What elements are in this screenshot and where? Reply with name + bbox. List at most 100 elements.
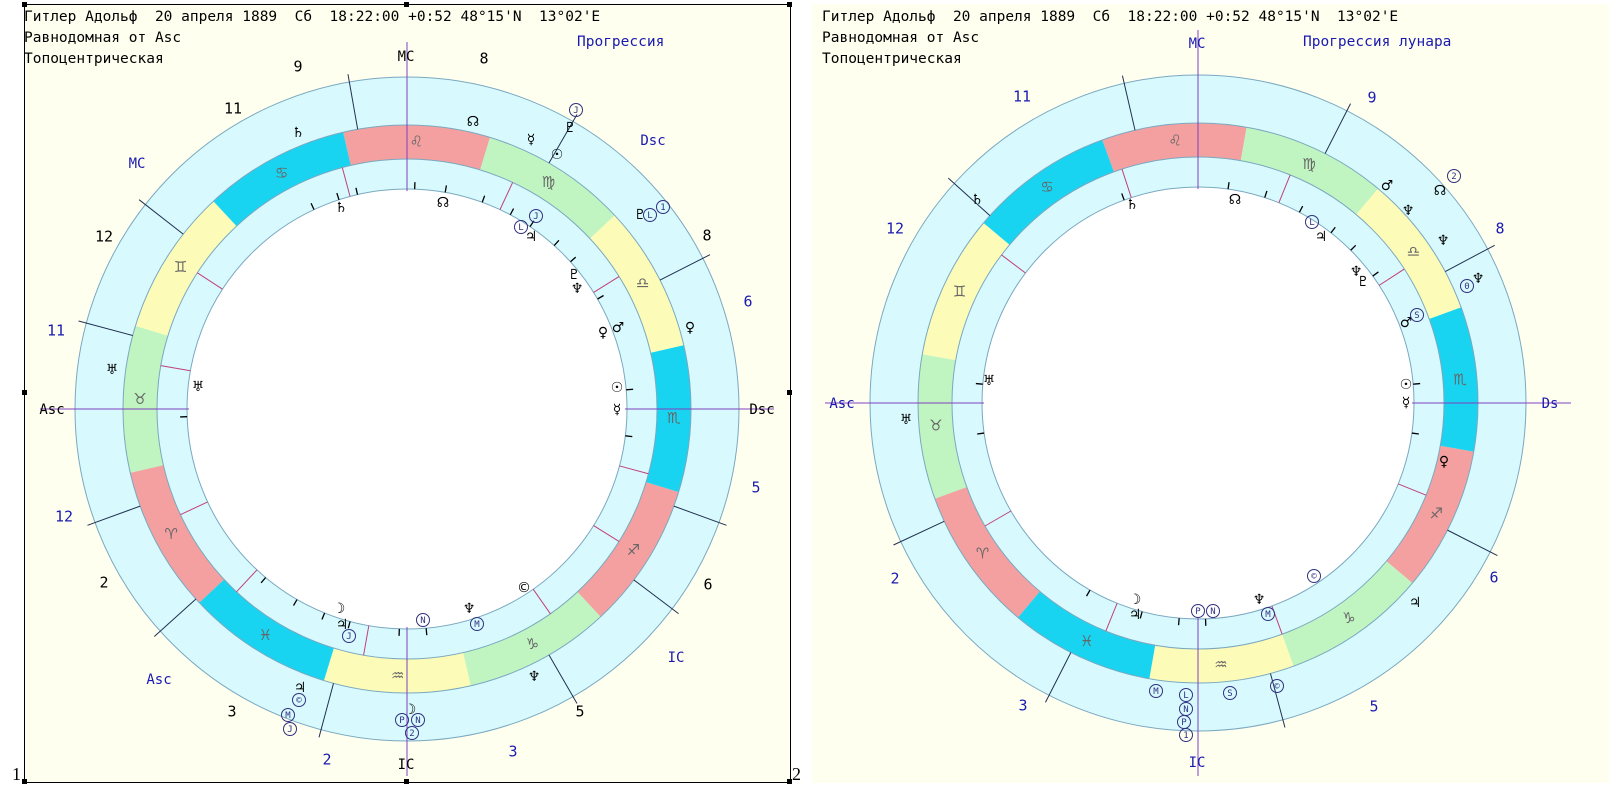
planet-marker-label: J [346, 632, 351, 642]
resize-handle[interactable] [787, 390, 792, 395]
header-line-2: Равнодомная от Asc [24, 30, 182, 46]
house-cusp-line [1378, 268, 1405, 286]
zodiac-sign-segment [1240, 127, 1378, 215]
zodiac-sign-segment [480, 137, 615, 239]
zodiac-sign-glyph: ♍ [1302, 155, 1315, 173]
planet-tick [292, 599, 298, 606]
house-number: 12 [95, 228, 113, 246]
planet-glyph: ♇ [1357, 274, 1370, 290]
chart-wheel-1: ♌ ♋ ♊ ♉ ♈ ♓ ♒ ♑ ♐ ♏ ♎ ♍ Asc Dsc MC IC MC Dsc IC Asc 9 8 8 6 5 6 3 2… [39, 42, 775, 776]
resize-handle[interactable] [22, 779, 27, 784]
house-number: 12 [886, 220, 904, 238]
planet-marker-circle [1149, 684, 1163, 698]
zodiac-sign-glyph: ♒ [1214, 655, 1227, 673]
zodiac-sign-segment [323, 648, 471, 693]
house-cusp-line [619, 465, 649, 475]
zodiac-sign-glyph: ♐ [627, 541, 640, 559]
planet-tick [1121, 193, 1125, 201]
planet-glyph: ☉ [551, 147, 564, 163]
planet-tick [977, 432, 985, 435]
house-cusp-line [1045, 652, 1072, 703]
house-cusp-line [1121, 168, 1132, 198]
zodiac-sign-glyph: ♎ [1407, 243, 1420, 261]
planet-tick [1413, 382, 1421, 385]
planet-marker-circle [514, 220, 528, 234]
zodiac-sign-segment [1429, 307, 1478, 452]
planet-glyph: ♃ [1409, 595, 1422, 611]
planet-marker-circle [405, 726, 419, 740]
resize-handle[interactable] [22, 2, 27, 7]
zodiac-sign-glyph: ♓ [1080, 632, 1093, 650]
zodiac-sign-segment [577, 482, 679, 617]
planet-glyph: ♄ [1126, 197, 1139, 213]
resize-handle[interactable] [787, 779, 792, 784]
zodiac-sign-glyph: ♊ [953, 282, 966, 300]
planet-marker-label: J [533, 212, 538, 222]
house-number: 9 [1367, 89, 1376, 107]
zodiac-sign-segment [983, 139, 1114, 245]
planet-marker-circle [1206, 604, 1220, 618]
house-number: 2 [322, 751, 331, 769]
house-cusp-line [138, 199, 184, 235]
planet-glyph: ♃ [525, 229, 538, 245]
planet-tick [1298, 205, 1304, 213]
house-number: 3 [1018, 697, 1027, 715]
inner-dsc-label: Dsc [640, 133, 665, 149]
house-number: 5 [575, 703, 584, 721]
planet-glyph: ♅ [106, 362, 119, 378]
house-cusp-line [673, 505, 727, 526]
zodiac-sign-glyph: ♈ [976, 544, 989, 562]
planet-glyph: ♆ [528, 669, 541, 685]
house-number: 3 [508, 743, 517, 761]
house-number: 8 [479, 50, 488, 68]
planet-glyph: ♃ [1315, 229, 1328, 245]
planet-glyph: ☽ [1129, 592, 1142, 608]
planet-marker-label: © [1311, 572, 1317, 582]
zodiac-sign-glyph: ♍ [542, 173, 555, 191]
planet-marker-label: J [287, 725, 292, 735]
resize-handle[interactable] [22, 390, 27, 395]
house-cusp-line [548, 114, 578, 164]
zodiac-sign-glyph: ♒ [391, 666, 404, 684]
zodiac-sign-glyph: ♉ [133, 390, 146, 408]
resize-handle[interactable] [404, 779, 409, 784]
planet-glyph: ☽ [404, 702, 417, 718]
planet-marker-label: L [518, 223, 523, 233]
planet-glyph: © [517, 580, 531, 596]
zodiac-sign-glyph: ♋ [275, 164, 288, 182]
planet-marker-label: M [474, 620, 480, 630]
planet-glyph: ♀ [685, 320, 695, 336]
planet-marker-label: S [1227, 689, 1232, 699]
planet-glyph: ♃ [294, 680, 307, 696]
house-number: 5 [1369, 698, 1378, 716]
planet-glyph: ♂ [1381, 178, 1394, 194]
planet-marker-label: © [1274, 682, 1280, 692]
resize-handle[interactable] [404, 2, 409, 7]
planet-marker-label: M [1265, 610, 1271, 620]
planet-marker-label: 2 [1451, 172, 1456, 182]
zodiac-sign-segment [122, 325, 168, 473]
resize-handle[interactable] [787, 2, 792, 7]
planet-glyph: ♂ [612, 320, 625, 336]
planet-marker-circle [1410, 308, 1424, 322]
zodiac-sign-glyph: ♓ [259, 626, 272, 644]
house-cusp-line [197, 272, 223, 290]
header-line-2: Равнодомная от Asc [822, 30, 980, 46]
planet-glyph: ♄ [292, 125, 305, 141]
planet-glyph: ☊ [467, 114, 479, 130]
planet-marker-circle [1179, 688, 1193, 702]
house-cusp-line [1444, 244, 1495, 272]
asc-label: Asc [829, 396, 854, 412]
zodiac-sign-glyph: ♏ [1453, 371, 1467, 389]
planet-glyph: ♂ [1400, 315, 1413, 331]
planet-marker-circle [1307, 569, 1321, 583]
planet-glyph: ♆ [1437, 233, 1450, 249]
planet-marker-label: P [1181, 718, 1187, 728]
house-number: 6 [703, 576, 712, 594]
planet-marker-circle [656, 200, 670, 214]
house-cusp-line [1447, 529, 1498, 556]
house-cusp-line [893, 520, 945, 546]
planet-marker-circle [1270, 679, 1284, 693]
planet-glyph: ♇ [568, 267, 581, 283]
